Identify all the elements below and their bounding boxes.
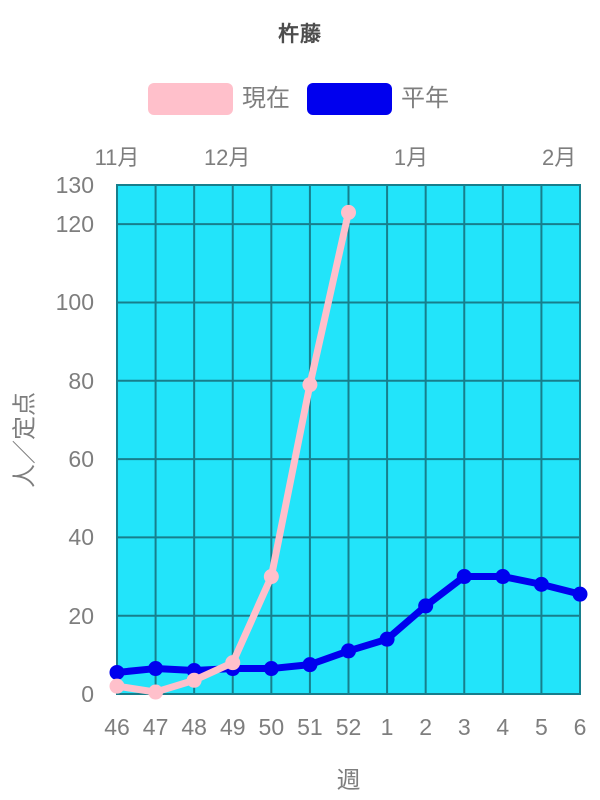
data-point-normal xyxy=(109,664,125,680)
data-point-normal xyxy=(495,569,511,585)
x-tick-label-week-47: 47 xyxy=(142,714,169,740)
data-point-normal xyxy=(148,661,164,677)
x-tick-label-week-52: 52 xyxy=(335,714,362,740)
x-tick-label-week-3: 3 xyxy=(457,714,471,740)
legend: 現在 平年 xyxy=(148,83,449,115)
data-point-normal xyxy=(572,586,588,602)
y-tick-label-100: 100 xyxy=(55,289,94,316)
current-series-label: 現在 xyxy=(242,85,290,112)
y-tick-label-0: 0 xyxy=(81,681,94,707)
month-label-0: 11月 xyxy=(94,145,140,170)
x-tick-label-week-49: 49 xyxy=(219,714,246,740)
x-tick-label-week-5: 5 xyxy=(535,714,548,740)
data-point-current xyxy=(148,684,164,700)
month-label-1: 12月 xyxy=(203,145,251,170)
y-tick-label-20: 20 xyxy=(68,602,94,629)
month-label-3: 2月 xyxy=(542,145,577,170)
data-point-normal xyxy=(379,631,395,647)
chart-title: 杵藤 xyxy=(278,23,322,46)
x-tick-label-week-4: 4 xyxy=(496,714,510,740)
x-tick-label-week-46: 46 xyxy=(104,714,130,740)
legend-item-current: 現在 xyxy=(148,83,290,115)
month-label-2: 1月 xyxy=(393,145,429,170)
y-tick-label-130: 130 xyxy=(55,172,94,198)
y-axis-title: 人／定点 xyxy=(11,392,39,488)
normal-series-label: 平年 xyxy=(401,85,449,112)
y-tick-label-40: 40 xyxy=(68,524,94,551)
data-point-current xyxy=(186,672,202,688)
data-point-normal xyxy=(302,657,318,673)
x-axis-title: 週 xyxy=(336,767,361,794)
x-tick-label-week-2: 2 xyxy=(419,714,433,740)
current-series-swatch xyxy=(148,83,233,115)
data-point-normal xyxy=(456,569,472,585)
data-point-current xyxy=(263,569,279,585)
data-point-normal xyxy=(263,661,279,677)
data-point-current xyxy=(341,204,356,220)
x-tick-label-week-48: 48 xyxy=(181,714,207,740)
data-point-current xyxy=(225,655,241,671)
legend-item-normal: 平年 xyxy=(307,83,449,115)
plot-border xyxy=(116,184,581,695)
y-tick-label-60: 60 xyxy=(68,446,94,473)
data-point-current xyxy=(109,678,125,694)
data-point-current xyxy=(302,377,318,393)
x-tick-label-week-51: 51 xyxy=(297,714,323,740)
y-tick-label-80: 80 xyxy=(68,367,94,394)
x-tick-label-week-1: 1 xyxy=(380,714,394,740)
data-point-normal xyxy=(533,576,549,592)
y-tick-label-120: 120 xyxy=(55,211,94,238)
normal-series-swatch xyxy=(307,83,392,115)
data-point-normal xyxy=(418,598,434,614)
data-point-normal xyxy=(341,643,356,659)
x-tick-label-week-50: 50 xyxy=(258,714,285,740)
x-tick-label-week-6: 6 xyxy=(573,714,587,740)
